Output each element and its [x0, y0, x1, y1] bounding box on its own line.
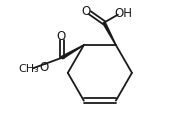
- Polygon shape: [103, 22, 116, 45]
- Text: O: O: [40, 61, 49, 74]
- Text: O: O: [82, 5, 91, 18]
- Text: CH₃: CH₃: [18, 64, 39, 74]
- Text: OH: OH: [114, 7, 132, 20]
- Text: O: O: [56, 30, 66, 43]
- Polygon shape: [61, 45, 84, 59]
